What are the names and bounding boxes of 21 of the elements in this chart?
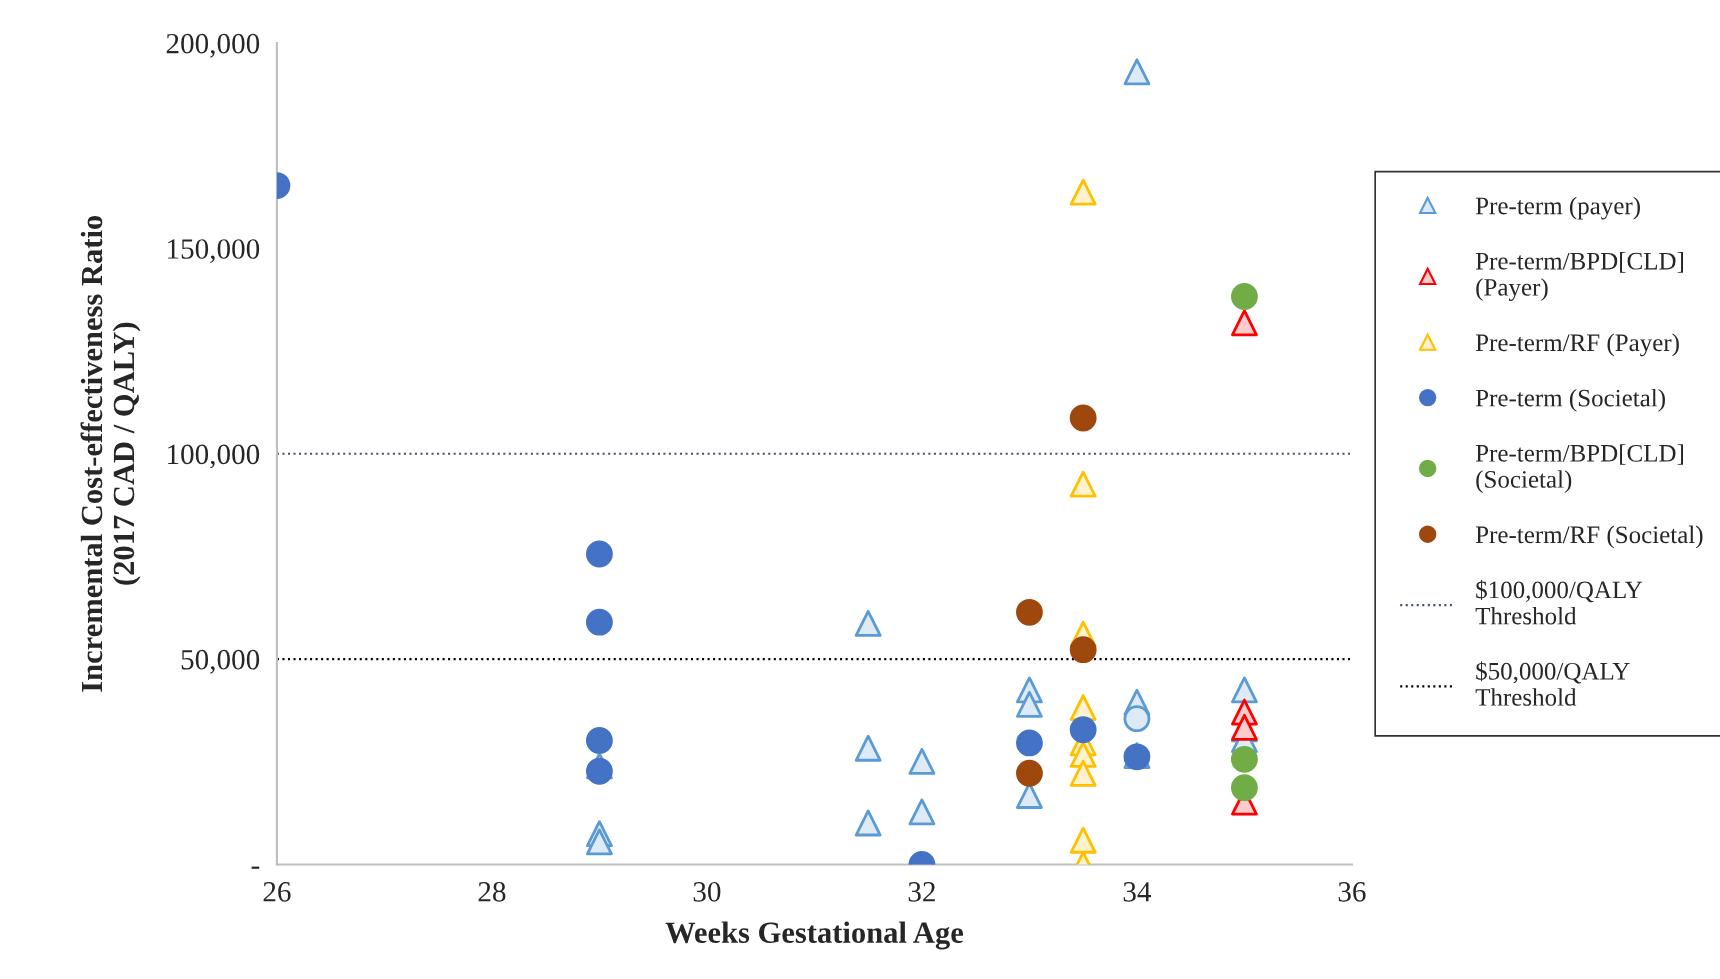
legend-label: Pre-term/RF (Payer) xyxy=(1475,333,1679,357)
x-tick-label: 30 xyxy=(693,881,721,902)
legend-label: $50,000/QALY Threshold xyxy=(1475,661,1630,706)
legend-label: Pre-term (payer) xyxy=(1475,196,1640,220)
legend-label: $100,000/QALY Threshold xyxy=(1475,580,1643,625)
y-tick-label: - xyxy=(251,866,260,869)
y-tick-label: 200,000 xyxy=(166,33,260,58)
legend-label: Pre-term/BPD[CLD] (Payer) xyxy=(1475,252,1684,301)
x-tick-label: 36 xyxy=(1338,882,1366,902)
x-tick-label: 32 xyxy=(908,882,935,902)
x-tick-label: 34 xyxy=(1123,882,1152,902)
x-axis-title: Weeks Gestational Age xyxy=(665,921,964,950)
legend-label: Pre-term/RF (Societal) xyxy=(1475,525,1703,549)
legend-label: Pre-term (Societal) xyxy=(1475,388,1665,412)
y-tick-label: 50,000 xyxy=(181,649,260,674)
x-tick-label: 26 xyxy=(263,882,291,902)
y-tick-label: 150,000 xyxy=(168,239,260,264)
x-tick-label: 28 xyxy=(478,881,506,902)
y-axis-title: Incremental Cost-effectiveness Ratio (2017 CAD / QALY) xyxy=(80,215,141,692)
legend-label: Pre-term/BPD[CLD] (Societal) xyxy=(1475,444,1684,493)
y-tick-label: 100,000 xyxy=(168,444,260,469)
